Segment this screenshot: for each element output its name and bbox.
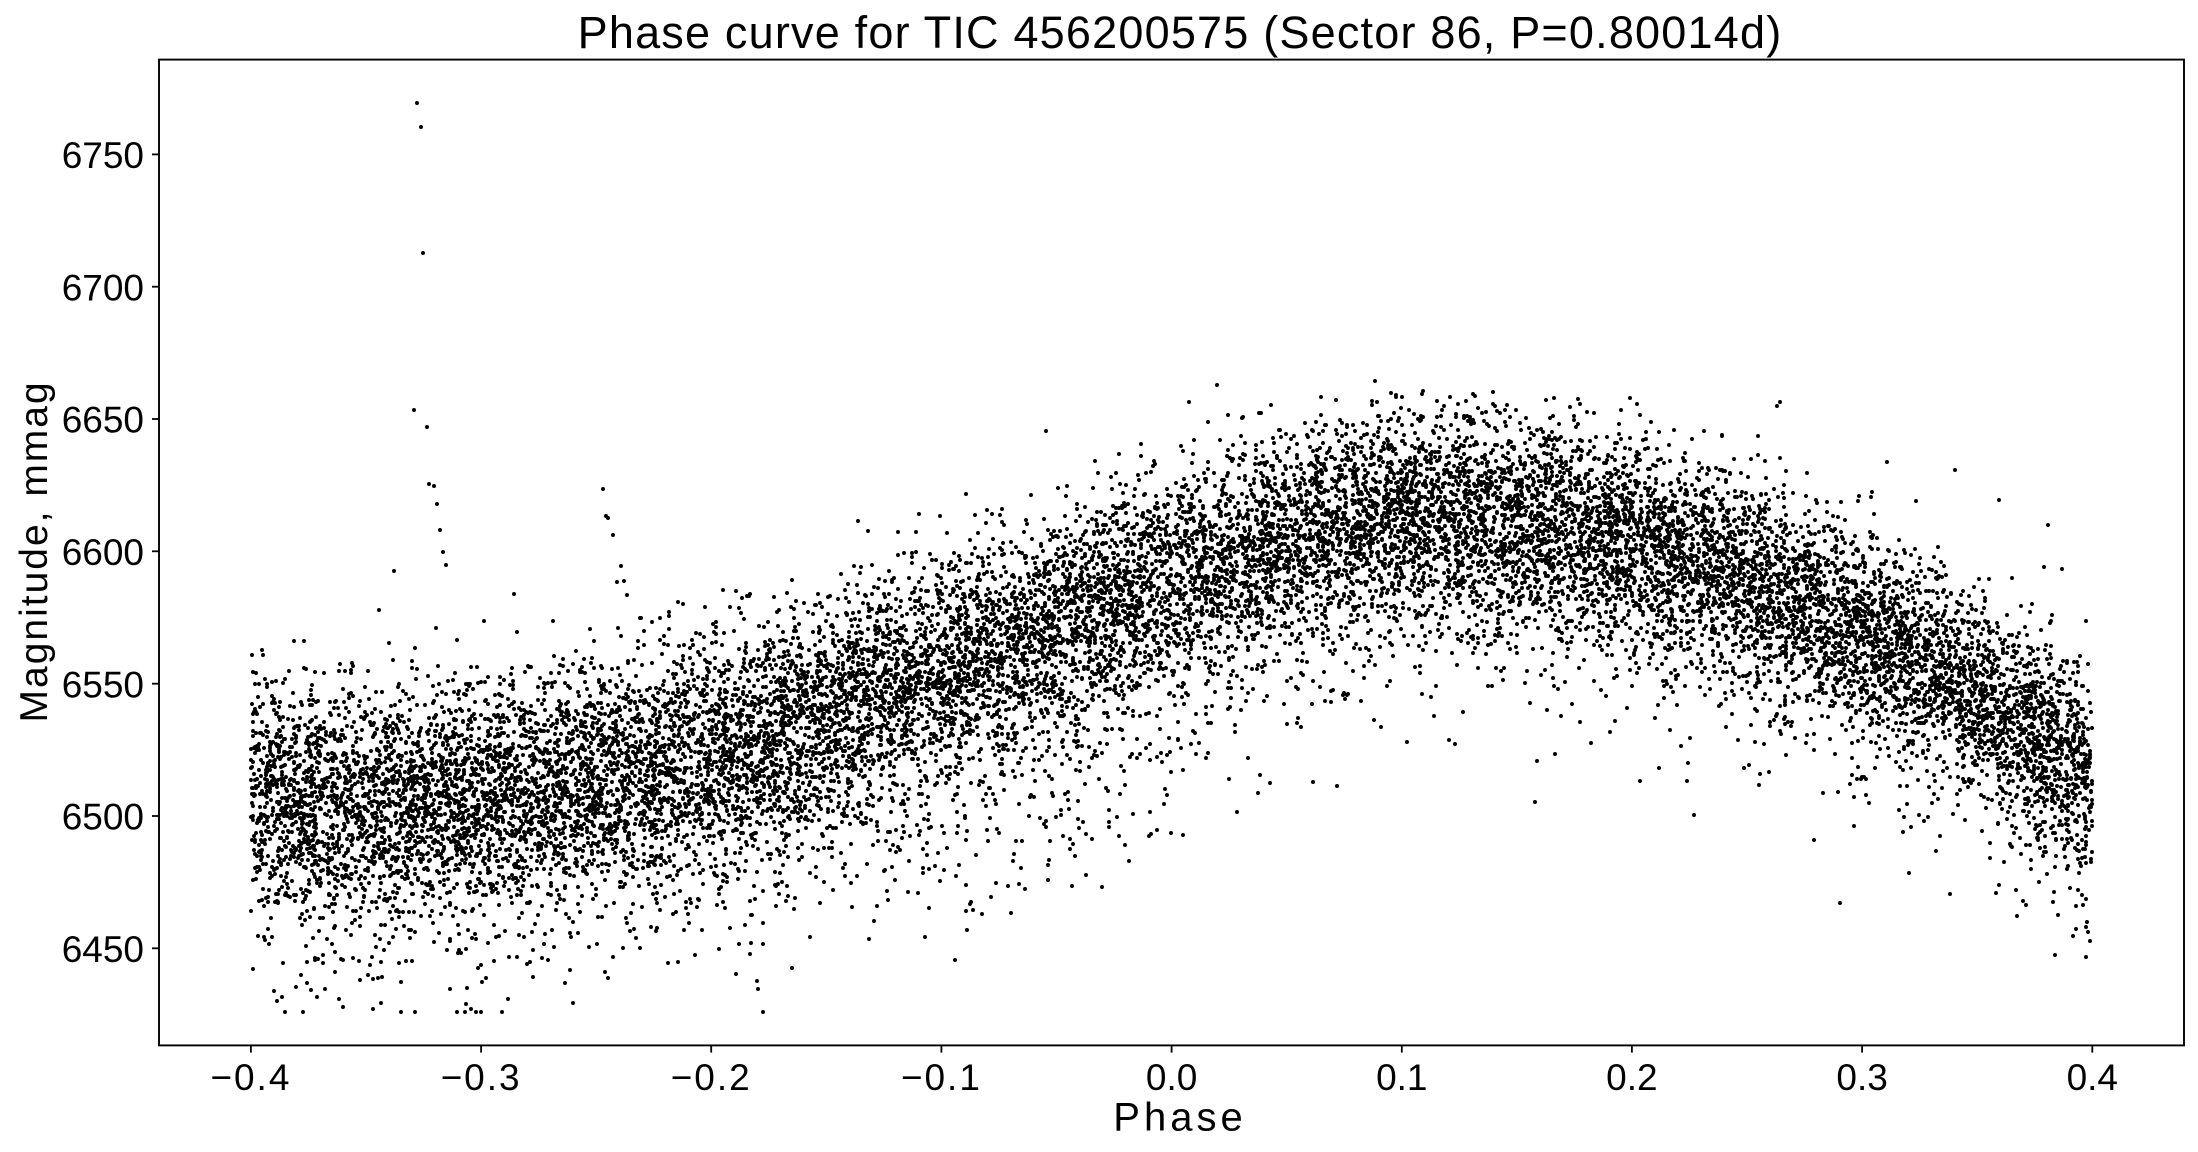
svg-text:−0.4: −0.4 bbox=[210, 1057, 291, 1098]
svg-text:6750: 6750 bbox=[62, 135, 144, 176]
svg-text:6600: 6600 bbox=[62, 532, 144, 573]
svg-text:0.3: 0.3 bbox=[1836, 1057, 1887, 1098]
svg-text:0.2: 0.2 bbox=[1606, 1057, 1657, 1098]
svg-text:6700: 6700 bbox=[62, 267, 144, 308]
svg-text:Phase: Phase bbox=[1113, 1096, 1246, 1140]
svg-text:6500: 6500 bbox=[62, 797, 144, 838]
svg-text:−0.3: −0.3 bbox=[441, 1057, 522, 1098]
svg-text:Magnitude, mmag: Magnitude, mmag bbox=[13, 380, 56, 722]
svg-text:6450: 6450 bbox=[62, 929, 144, 970]
svg-text:Phase curve for TIC 456200575: Phase curve for TIC 456200575 (Sector 86… bbox=[578, 7, 1783, 58]
svg-text:6550: 6550 bbox=[62, 664, 144, 705]
svg-text:0.1: 0.1 bbox=[1376, 1057, 1427, 1098]
svg-text:−0.2: −0.2 bbox=[671, 1057, 752, 1098]
svg-text:−0.1: −0.1 bbox=[901, 1057, 982, 1098]
svg-text:0.0: 0.0 bbox=[1146, 1057, 1197, 1098]
svg-text:6650: 6650 bbox=[62, 400, 144, 441]
svg-text:0.4: 0.4 bbox=[2067, 1057, 2118, 1098]
